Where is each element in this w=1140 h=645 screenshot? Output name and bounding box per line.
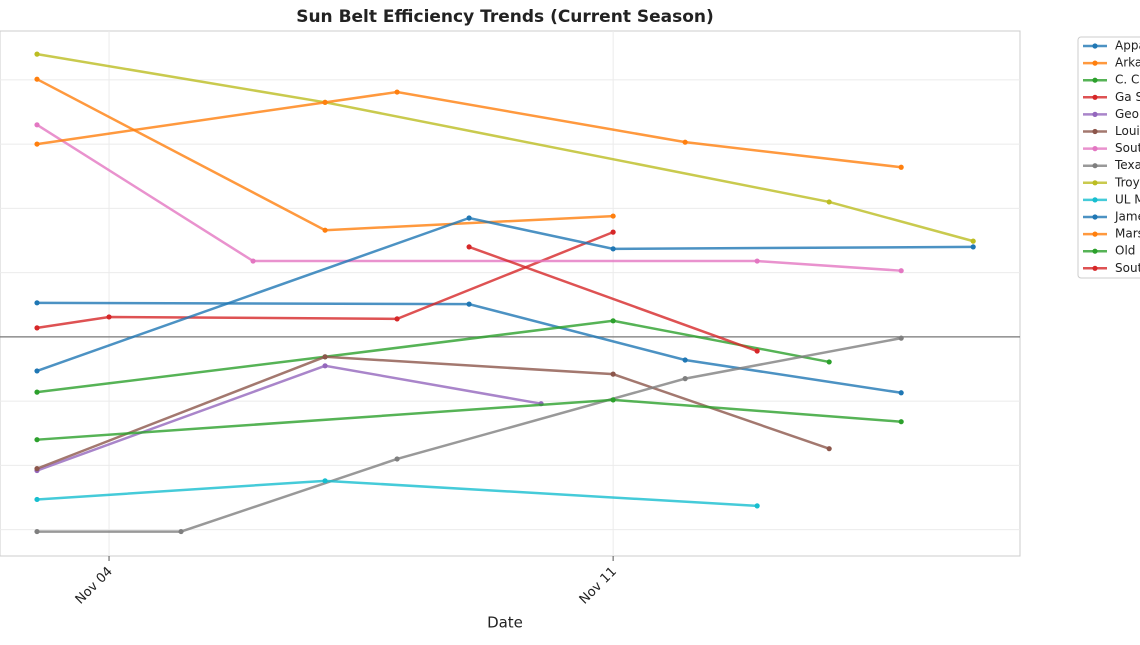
point bbox=[34, 76, 40, 82]
point bbox=[322, 478, 328, 484]
series-line bbox=[37, 301, 902, 395]
point bbox=[826, 359, 832, 365]
x-tick-label: Nov 11 bbox=[577, 564, 620, 607]
legend-label: C. C bbox=[1115, 73, 1139, 87]
legend-marker bbox=[1092, 231, 1098, 237]
series-line bbox=[36, 52, 974, 243]
legend-marker bbox=[1092, 43, 1098, 49]
point bbox=[610, 213, 616, 219]
legend-label: Troy bbox=[1114, 175, 1140, 189]
legend-label: Sout bbox=[1115, 141, 1140, 155]
point bbox=[322, 354, 328, 360]
legend-label: Texa bbox=[1114, 158, 1140, 172]
point bbox=[970, 244, 976, 250]
legend-label: Old bbox=[1115, 244, 1135, 258]
legend-marker bbox=[1092, 163, 1098, 169]
point bbox=[466, 301, 472, 307]
point bbox=[898, 268, 904, 274]
legend-label: Geor bbox=[1115, 107, 1140, 121]
point bbox=[610, 246, 616, 252]
point bbox=[898, 419, 904, 425]
point bbox=[250, 258, 256, 264]
legend-marker bbox=[1092, 94, 1098, 100]
point bbox=[394, 316, 400, 322]
legend-label: Mars bbox=[1115, 227, 1140, 241]
x-axis-label: Date bbox=[487, 614, 523, 632]
series-line bbox=[468, 245, 758, 353]
series-line bbox=[36, 319, 830, 394]
legend-label: Ga S bbox=[1115, 90, 1140, 104]
point bbox=[610, 397, 616, 403]
point bbox=[682, 376, 688, 382]
point bbox=[322, 363, 328, 369]
legend-marker bbox=[1092, 214, 1098, 220]
point bbox=[106, 314, 112, 320]
legend-label: UL M bbox=[1115, 192, 1140, 206]
point bbox=[34, 368, 40, 374]
point bbox=[610, 371, 616, 377]
legend-marker bbox=[1092, 60, 1098, 66]
point bbox=[754, 348, 760, 354]
point bbox=[898, 164, 904, 170]
legend-marker bbox=[1092, 128, 1098, 135]
point bbox=[394, 456, 400, 462]
point bbox=[34, 300, 40, 306]
point bbox=[682, 357, 688, 363]
point bbox=[970, 238, 976, 244]
point bbox=[394, 89, 400, 95]
point bbox=[610, 229, 616, 235]
legend-marker bbox=[1092, 146, 1098, 152]
legend-label: Jame bbox=[1114, 210, 1140, 224]
point bbox=[34, 51, 40, 57]
legend-label: Sout bbox=[1115, 261, 1140, 275]
point bbox=[34, 528, 40, 535]
legend-label: Loui bbox=[1115, 124, 1140, 138]
point bbox=[34, 496, 40, 503]
point bbox=[826, 446, 832, 452]
point bbox=[322, 99, 328, 105]
point bbox=[466, 215, 472, 221]
series-line bbox=[36, 216, 974, 373]
point bbox=[898, 335, 904, 341]
point bbox=[34, 325, 40, 331]
legend-label: Appa bbox=[1115, 39, 1140, 53]
series-line bbox=[36, 355, 830, 470]
legend-marker bbox=[1092, 111, 1098, 117]
legend-marker bbox=[1092, 180, 1098, 186]
point bbox=[34, 466, 40, 472]
point bbox=[178, 528, 184, 535]
legend-marker bbox=[1092, 77, 1098, 83]
point bbox=[34, 141, 40, 147]
point bbox=[826, 199, 832, 205]
point bbox=[466, 244, 472, 250]
point bbox=[682, 139, 688, 145]
legend-marker bbox=[1092, 197, 1098, 203]
series-line bbox=[36, 230, 614, 330]
point bbox=[34, 389, 40, 395]
chart-title: Sun Belt Efficiency Trends (Current Seas… bbox=[296, 7, 714, 27]
point bbox=[898, 390, 904, 396]
plot-area bbox=[0, 30, 1021, 557]
legend-marker bbox=[1092, 265, 1098, 271]
point bbox=[322, 227, 328, 233]
point bbox=[754, 503, 760, 509]
x-tick-label: Nov 04 bbox=[73, 564, 116, 607]
point bbox=[754, 258, 760, 264]
point bbox=[34, 437, 40, 443]
legend-marker bbox=[1092, 248, 1098, 254]
point bbox=[34, 122, 40, 128]
legend-label: Arka bbox=[1115, 56, 1140, 70]
point bbox=[610, 318, 616, 324]
